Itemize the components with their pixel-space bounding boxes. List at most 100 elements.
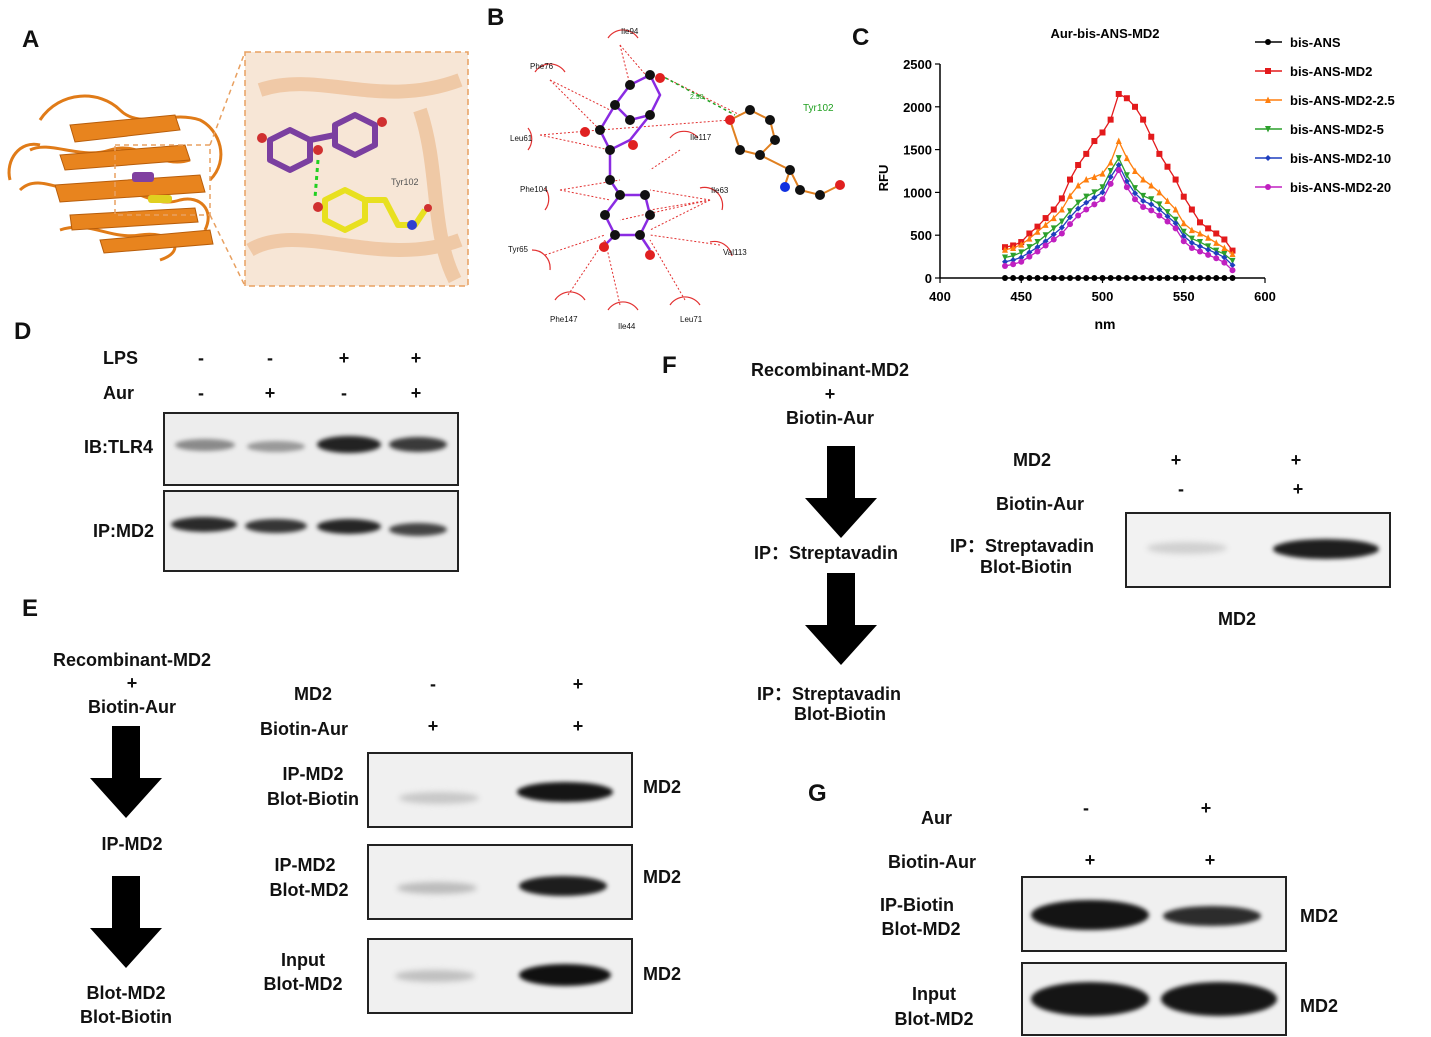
chart-data-point (1058, 206, 1065, 213)
chart-data-point (1075, 205, 1082, 212)
chart-data-point (1115, 162, 1122, 169)
panel-e-blot2-label1: IP-MD2 (274, 855, 336, 875)
chart-legend-label: bis-ANS (1290, 35, 1341, 50)
panel-f-arrow-down-2-icon (805, 573, 877, 665)
chart-data-point (1115, 155, 1122, 162)
panel-g-blot2-right: MD2 (1300, 996, 1339, 1016)
panel-e-blot1-right: MD2 (643, 777, 682, 797)
chart-data-point (1075, 212, 1082, 219)
chart-data-point (1010, 252, 1017, 260)
panel-f-blot (1125, 512, 1391, 588)
chart-data-point (1107, 168, 1114, 175)
chart-data-point (1132, 103, 1138, 110)
panel-g-aur-label: Aur (921, 808, 952, 828)
chart-data-point (1140, 197, 1147, 204)
chart-data-point (1180, 219, 1187, 227)
chart-data-point (1205, 251, 1212, 258)
chart-data-point (1265, 184, 1271, 190)
chart-data-point (1058, 218, 1065, 226)
chart-data-point (1058, 275, 1065, 281)
panel-f-arrow-down-icon (805, 446, 877, 538)
panel-g-aur-lane2: + (1200, 798, 1212, 818)
panel-d-aur-label: Aur (103, 383, 134, 403)
chart-data-point (1148, 182, 1155, 189)
chart-data-point (1042, 275, 1049, 281)
chart-data-point (1034, 228, 1041, 235)
chart-series-3 (1002, 155, 1236, 265)
chart-data-point (1265, 96, 1271, 103)
chart-y-tick-label: 0 (925, 271, 932, 286)
chart-data-point (1205, 275, 1212, 281)
chart-data-point (1115, 137, 1122, 145)
panel-e-flow-recombinant: Recombinant-MD2 (52, 650, 211, 670)
chart-data-point (1099, 129, 1106, 136)
chart-data-point (1083, 193, 1090, 201)
chart-data-point (1148, 201, 1155, 208)
chart-data-point (1107, 158, 1114, 166)
chart-legend-label: bis-ANS-MD2-2.5 (1290, 93, 1395, 108)
panel-e-biotin-lane2: + (572, 716, 584, 736)
chart-data-point (1156, 206, 1163, 213)
panel-g-biotin-lane1: + (1084, 850, 1096, 870)
panel-label-e: E (22, 595, 39, 622)
chart-series-2 (1002, 137, 1236, 258)
panel-e-biotin-label: Biotin-Aur (260, 719, 348, 739)
panel-e-blot1-label2: Blot-Biotin (267, 789, 359, 809)
panel-g-biotin-label: Biotin-Aur (888, 852, 976, 872)
chart-data-point (1002, 263, 1008, 270)
residue-label-tyr65: Tyr65 (508, 245, 529, 254)
residue-label-phe76: Phe76 (530, 62, 554, 71)
chart-data-point (1188, 245, 1195, 252)
chart-data-point (1123, 172, 1130, 179)
chart-data-point (1091, 189, 1098, 196)
chart-data-point (1197, 219, 1203, 226)
chart-data-point (1034, 275, 1041, 281)
chart-data-point (1156, 188, 1163, 196)
panel-g-biotin-lane2: + (1204, 850, 1216, 870)
chart-data-point (1018, 241, 1025, 248)
chart-data-point (1164, 209, 1171, 216)
chart-data-point (1107, 116, 1114, 123)
chart-data-point (1026, 235, 1033, 242)
chart-data-point (1156, 201, 1163, 208)
hbond-distance-label: 2.98 (690, 94, 704, 101)
chart-data-point (1075, 275, 1082, 281)
chart-data-point (1026, 249, 1033, 256)
panel-e-md2-lane1: - (430, 674, 436, 694)
chart-data-point (1164, 218, 1171, 225)
chart-legend-item: bis-ANS-MD2-20 (1255, 180, 1391, 195)
chart-data-point (1067, 221, 1073, 228)
panel-d-md2-blot (163, 490, 459, 572)
chart-data-point (1188, 275, 1195, 281)
chart-data-point (1002, 246, 1008, 253)
panel-label-c: C (852, 24, 870, 51)
chart-data-point (1075, 199, 1082, 207)
chart-data-point (1229, 275, 1236, 281)
panel-g-blot2-label2: Blot-MD2 (894, 1009, 974, 1029)
panel-g-blot1-label2: Blot-MD2 (881, 919, 961, 939)
chart-series-1 (1002, 90, 1236, 254)
panel-f-md2-label: MD2 (1013, 450, 1052, 470)
chart-legend-label: bis-ANS-MD2-10 (1290, 151, 1391, 166)
chart-data-point (1213, 275, 1220, 281)
chart-data-point (1180, 228, 1187, 236)
chart-data-point (1099, 275, 1106, 281)
chart-data-point (1197, 275, 1203, 281)
chart-data-point (1221, 275, 1228, 281)
chart-data-point (1010, 244, 1017, 252)
panel-f-md2-lane1: + (1170, 450, 1182, 470)
chart-data-point (1050, 275, 1057, 281)
chart-data-point (1058, 195, 1065, 202)
panel-d-lps-lane4: + (410, 348, 422, 368)
chart-data-point (1172, 275, 1179, 281)
chart-data-point (1091, 201, 1098, 208)
chart-series-5 (1002, 167, 1236, 274)
chart-data-point (1083, 150, 1090, 157)
chart-data-point (1115, 275, 1122, 281)
panel-f-biotin-lane2: + (1292, 479, 1304, 499)
chart-legend-item: bis-ANS-MD2 (1255, 64, 1372, 79)
panel-d-aur-lane1: - (198, 383, 204, 403)
residue-label-ile63: Ile63 (711, 186, 729, 195)
chart-data-point (1091, 138, 1098, 145)
chart-data-point (1050, 206, 1057, 213)
